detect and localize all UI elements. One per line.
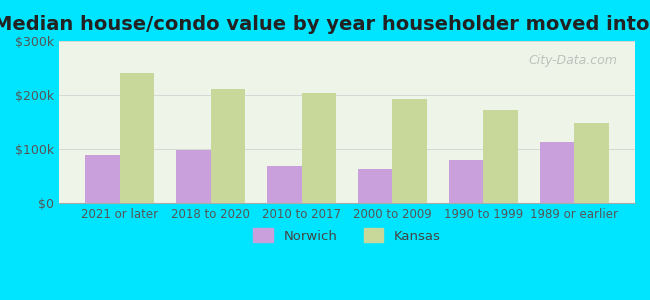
Bar — [540, 142, 574, 203]
Text: City-Data.com: City-Data.com — [529, 54, 617, 67]
Bar — [358, 169, 393, 203]
Bar — [176, 150, 211, 203]
Bar — [484, 110, 518, 203]
Bar — [574, 123, 609, 203]
Bar — [302, 93, 336, 203]
Bar — [393, 99, 427, 203]
Title: Median house/condo value by year householder moved into unit: Median house/condo value by year househo… — [0, 15, 650, 34]
Bar — [267, 166, 302, 203]
Bar — [448, 160, 484, 203]
Bar — [85, 155, 120, 203]
Bar — [211, 88, 245, 203]
Bar — [120, 74, 154, 203]
Legend: Norwich, Kansas: Norwich, Kansas — [248, 223, 446, 248]
